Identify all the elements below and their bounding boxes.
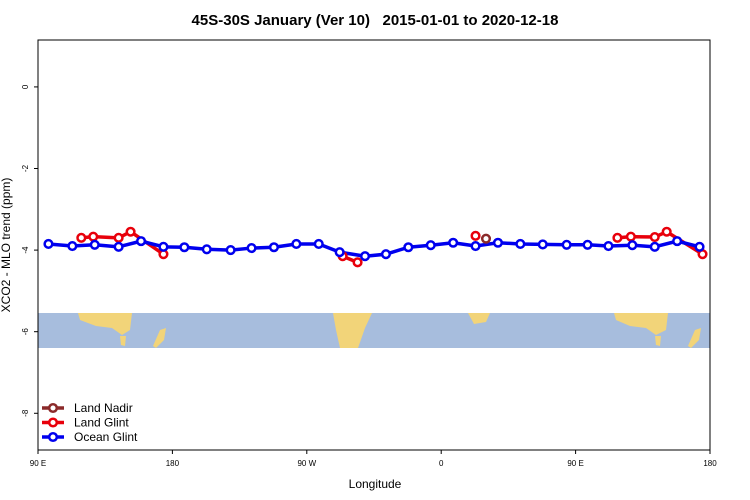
y-tick-label: -8 — [21, 409, 30, 417]
map-strip — [38, 313, 710, 348]
x-tick-label: 90 E — [567, 459, 583, 468]
data-point — [649, 241, 660, 252]
data-point — [470, 240, 481, 252]
data-point — [480, 233, 492, 244]
data-point — [448, 237, 459, 248]
data-point — [694, 241, 705, 252]
data-point — [76, 232, 87, 243]
data-point — [125, 226, 136, 237]
data-point — [537, 239, 548, 250]
data-point — [88, 231, 99, 242]
x-tick-label: 90 E — [30, 459, 46, 468]
data-point — [561, 239, 572, 250]
y-tick-label: -6 — [21, 328, 30, 336]
data-point — [89, 239, 100, 250]
data-point — [612, 232, 623, 243]
data-point — [113, 241, 124, 252]
data-point — [380, 249, 391, 260]
data-point — [425, 240, 436, 251]
legend-label: Ocean Glint — [74, 430, 138, 444]
data-point — [582, 239, 593, 250]
series-line — [48, 239, 700, 258]
data-point — [359, 251, 371, 262]
data-point — [334, 247, 345, 258]
data-point — [246, 243, 257, 254]
legend-label: Land Nadir — [74, 401, 133, 415]
data-point — [515, 238, 526, 250]
data-point — [470, 230, 481, 241]
data-point — [291, 238, 302, 250]
data-point — [43, 238, 54, 250]
data-point — [492, 237, 503, 248]
data-point — [135, 236, 147, 247]
x-tick-label: 180 — [703, 459, 717, 468]
x-axis-label: Longitude — [349, 477, 402, 491]
data-point — [158, 241, 169, 252]
legend-marker — [47, 417, 59, 428]
data-point — [672, 236, 683, 247]
data-point — [625, 231, 636, 242]
x-tick-label: 90 W — [297, 459, 316, 468]
data-point — [201, 244, 212, 255]
legend-label: Land Glint — [74, 416, 129, 430]
data-point — [649, 231, 660, 243]
data-point — [352, 257, 363, 268]
data-point — [179, 242, 190, 253]
data-point — [67, 240, 78, 252]
legend-marker — [47, 431, 59, 443]
data-point — [627, 240, 638, 251]
y-tick-label: -4 — [21, 246, 30, 254]
data-point — [403, 242, 414, 253]
chart-title: 45S-30S January (Ver 10) 2015-01-01 to 2… — [192, 12, 559, 29]
y-tick-label: 0 — [21, 84, 30, 89]
data-point — [603, 240, 614, 252]
x-tick-label: 180 — [166, 459, 180, 468]
legend-marker — [47, 402, 59, 414]
y-axis-label: XCO2 - MLO trend (ppm) — [0, 178, 13, 313]
data-point — [313, 238, 324, 250]
data-point — [113, 232, 124, 243]
data-point — [661, 226, 672, 237]
plot-frame — [37, 39, 711, 451]
y-tick-label: -2 — [21, 164, 30, 172]
data-point — [225, 245, 236, 256]
x-tick-label: 0 — [439, 459, 444, 468]
data-point — [268, 242, 279, 253]
